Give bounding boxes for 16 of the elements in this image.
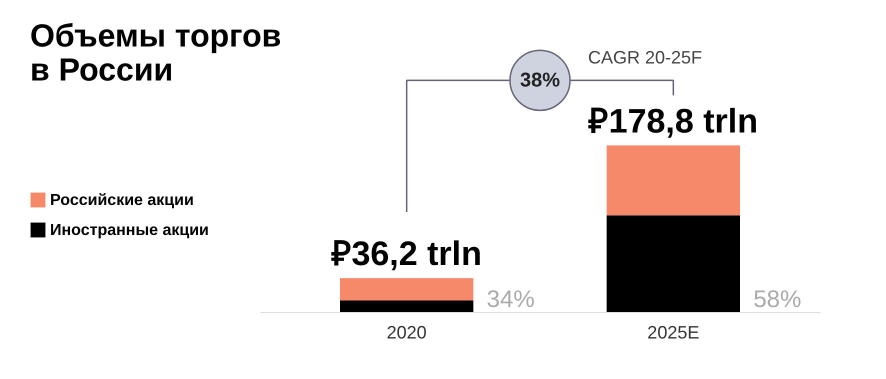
annotation: ₽178,8 trln (588, 102, 758, 140)
annotation: 34% (486, 286, 535, 313)
annotation: 58% (753, 286, 802, 313)
bar (606, 215, 740, 312)
annotation: ₽36,2 trln (330, 235, 482, 274)
x-tick-label: 2025E (647, 322, 700, 342)
bar (340, 278, 474, 300)
text: в России (30, 51, 174, 88)
legend-label: Иностранные акции (50, 222, 209, 239)
text: Объемы торгов (30, 17, 282, 54)
legend-label: Российские акции (50, 192, 194, 209)
text: CAGR 20-25F (588, 47, 702, 68)
bar (340, 300, 474, 312)
bar (606, 145, 740, 216)
text: 38% (520, 69, 560, 92)
x-tick-label: 2020 (386, 322, 427, 342)
